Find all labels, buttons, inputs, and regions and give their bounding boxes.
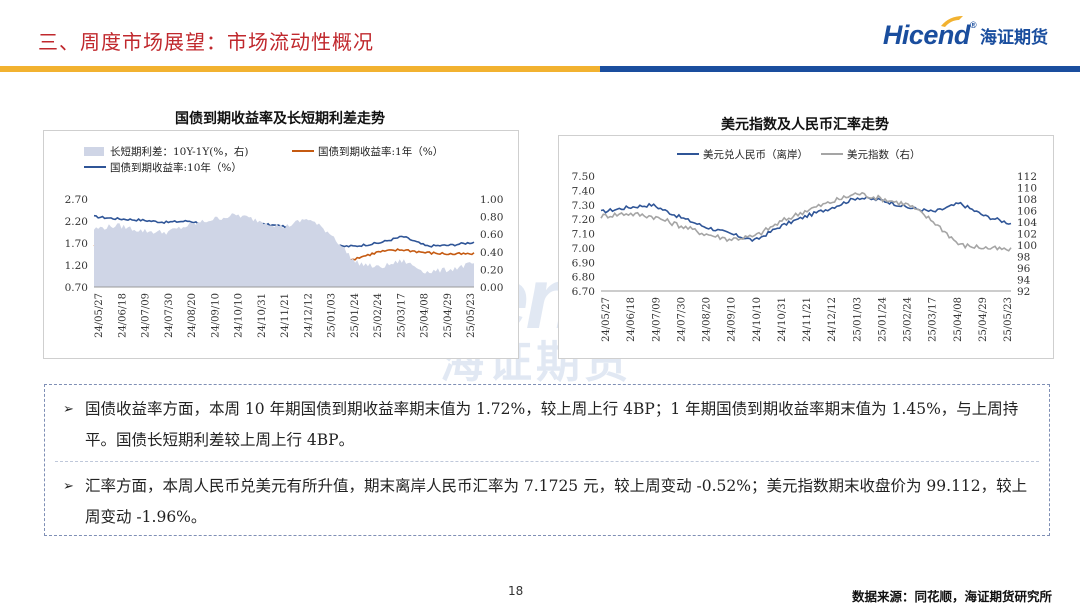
right-tick-label: 110: [1017, 183, 1037, 195]
left-tick-label: 7.40: [572, 185, 595, 197]
x-tick-label: 25/03/17: [396, 293, 407, 338]
series-line: [600, 196, 1012, 243]
right-tick-label: 1.00: [480, 194, 503, 206]
x-tick-label: 24/10/10: [234, 293, 245, 338]
x-tick-label: 25/04/29: [443, 293, 454, 338]
x-tick-label: 25/05/23: [466, 293, 477, 338]
x-tick-label: 24/09/10: [210, 293, 221, 338]
chart1-plot: 2.70 2.20 1.70 1.20 0.70 1.00 0.80 0.60 0.40 0.20…: [65, 145, 504, 338]
header-stripe-yellow: [0, 66, 600, 72]
header-stripe-blue: [600, 66, 1080, 72]
left-tick-label: 2.70: [65, 194, 88, 206]
x-tick-label: 24/08/20: [702, 297, 713, 342]
x-tick-label: 25/01/24: [350, 293, 361, 338]
chart2-title: 美元指数及人民币汇率走势: [721, 117, 889, 133]
series-line: [600, 191, 1012, 252]
x-tick-label: 24/06/18: [626, 297, 637, 342]
chart1-panel: 2.70 2.20 1.70 1.20 0.70 1.00 0.80 0.60 0.40 0.20…: [43, 130, 519, 359]
summary-bullet-bonds: ➢ 国债收益率方面，本周 10 年期国债到期收益率期末值为 1.72%，较上周上…: [63, 394, 1039, 456]
left-tick-label: 6.90: [572, 257, 595, 269]
right-tick-label: 0.20: [480, 264, 503, 276]
spread-area: [94, 213, 474, 287]
page-number: 18: [508, 584, 524, 598]
x-tick-label: 25/04/08: [953, 297, 964, 342]
chart2-panel: 7.50 7.40 7.30 7.20 7.10 7.00 6.90 6.80 6.70 112 1…: [558, 135, 1054, 359]
summary-bullet-text: 汇率方面，本周人民币兑美元有所升值，期末离岸人民币汇率为 7.1725 元，较上…: [85, 477, 1028, 526]
left-tick-label: 6.80: [572, 272, 595, 284]
x-tick-label: 25/02/24: [903, 297, 914, 342]
left-tick-label: 7.00: [572, 243, 595, 255]
x-tick-label: 25/01/03: [327, 293, 338, 338]
x-tick-label: 24/08/20: [187, 293, 198, 338]
right-tick-label: 94: [1017, 275, 1031, 287]
x-tick-label: 24/07/30: [676, 297, 687, 342]
right-tick-label: 0.40: [480, 247, 503, 259]
left-tick-label: 6.70: [572, 286, 595, 298]
x-tick-label: 25/02/24: [373, 293, 384, 338]
x-tick-label: 24/05/27: [601, 297, 612, 342]
right-tick-label: 0.60: [480, 229, 503, 241]
data-source-note: 数据来源：同花顺，海证期货研究所: [851, 589, 1052, 604]
right-tick-label: 106: [1017, 206, 1037, 218]
right-tick-label: 0.00: [480, 282, 503, 294]
left-tick-label: 0.70: [65, 282, 88, 294]
x-tick-label: 25/01/24: [877, 297, 888, 342]
x-tick-label: 25/03/17: [928, 297, 939, 342]
x-tick-label: 24/10/10: [752, 297, 763, 342]
logo-wordmark: Hicend®: [883, 16, 977, 51]
page-title: 三、周度市场展望：市场流动性概况: [38, 30, 374, 54]
x-tick-label: 24/11/21: [280, 293, 291, 338]
company-logo: Hicend® 海证期货: [883, 16, 1048, 51]
x-tick-label: 24/06/18: [117, 293, 128, 338]
left-tick-label: 7.30: [572, 200, 595, 212]
right-tick-label: 98: [1017, 252, 1030, 264]
summary-bullet-fx: ➢ 汇率方面，本周人民币兑美元有所升值，期末离岸人民币汇率为 7.1725 元，…: [63, 471, 1039, 533]
summary-box: ➢ 国债收益率方面，本周 10 年期国债到期收益率期末值为 1.72%，较上周上…: [44, 384, 1050, 536]
logo-swoosh-icon: [940, 16, 963, 27]
legend-label: 长短期利差：10Y-1Y(%，右): [110, 145, 248, 158]
right-tick-label: 108: [1017, 194, 1037, 206]
legend-label: 国债到期收益率:1年（%）: [318, 145, 443, 158]
x-tick-label: 24/07/09: [651, 297, 662, 342]
x-tick-label: 24/10/31: [257, 293, 268, 338]
chart1-title: 国债到期收益率及长短期利差走势: [175, 111, 385, 127]
x-tick-label: 24/07/09: [141, 293, 152, 338]
x-tick-label: 24/12/12: [303, 293, 314, 338]
x-tick-label: 24/09/10: [727, 297, 738, 342]
summary-divider: [55, 461, 1039, 462]
right-tick-label: 102: [1017, 229, 1037, 241]
left-tick-label: 7.20: [572, 214, 595, 226]
right-tick-label: 104: [1017, 217, 1037, 229]
left-tick-label: 1.20: [65, 260, 88, 272]
x-tick-label: 25/05/23: [1003, 297, 1014, 342]
right-tick-label: 96: [1017, 263, 1031, 275]
x-tick-label: 25/04/08: [420, 293, 431, 338]
left-tick-label: 1.70: [65, 238, 88, 250]
x-tick-label: 24/10/31: [777, 297, 788, 342]
x-tick-label: 24/11/21: [802, 297, 813, 342]
bullet-arrow-icon: ➢: [63, 479, 74, 494]
right-tick-label: 100: [1017, 240, 1037, 252]
x-tick-label: 24/07/30: [164, 293, 175, 338]
left-tick-label: 7.50: [572, 171, 595, 183]
summary-bullet-text: 国债收益率方面，本周 10 年期国债到期收益率期末值为 1.72%，较上周上行 …: [85, 400, 1019, 449]
series-line: [93, 214, 475, 249]
chart2-plot: 7.507.407.307.207.107.006.906.806.701121…: [572, 148, 1038, 342]
logo-chinese-name: 海证期货: [980, 28, 1048, 48]
legend-label: 美元兑人民币（离岸）: [703, 148, 808, 161]
x-tick-label: 25/01/03: [852, 297, 863, 342]
right-tick-label: 92: [1017, 286, 1030, 298]
bullet-arrow-icon: ➢: [63, 402, 74, 417]
x-tick-label: 25/04/29: [978, 297, 989, 342]
x-tick-label: 24/05/27: [94, 293, 105, 338]
right-tick-label: 0.80: [480, 212, 503, 224]
left-tick-label: 2.20: [65, 216, 88, 228]
legend-swatch: [84, 147, 104, 156]
right-tick-label: 112: [1017, 171, 1037, 183]
legend-label: 美元指数（右）: [847, 148, 921, 161]
left-tick-label: 7.10: [572, 229, 595, 241]
legend-label: 国债到期收益率:10年（%）: [110, 161, 242, 174]
x-tick-label: 24/12/12: [827, 297, 838, 342]
